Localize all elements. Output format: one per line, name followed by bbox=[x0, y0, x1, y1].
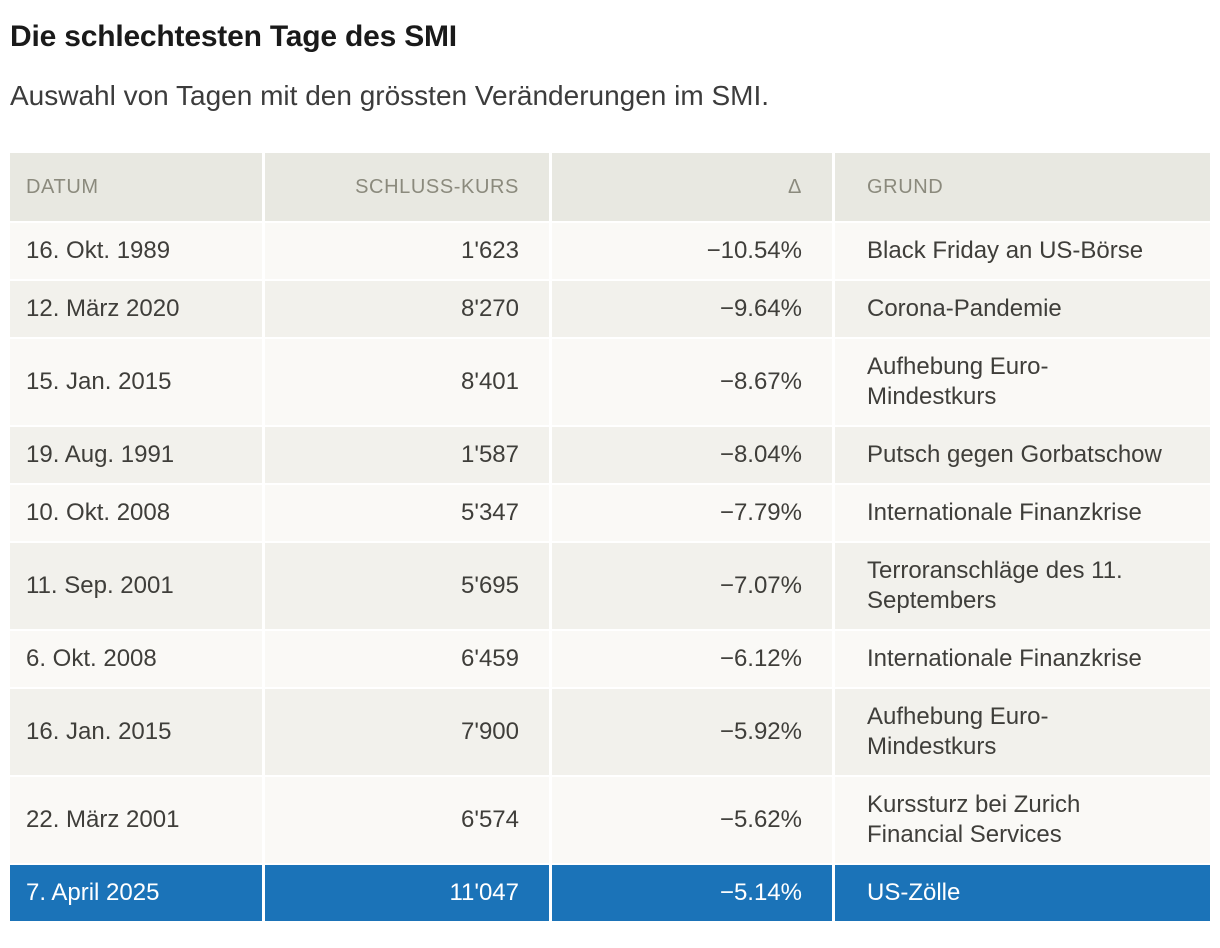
column-header-schlusskurs: SCHLUSS-KURS bbox=[265, 153, 549, 221]
table-row: 10. Okt. 2008 5'347 −7.79% International… bbox=[10, 485, 1210, 541]
table-row: 22. März 2001 6'574 −5.62% Kurssturz bei… bbox=[10, 777, 1210, 863]
cell-datum: 16. Okt. 1989 bbox=[10, 223, 262, 279]
table-row: 12. März 2020 8'270 −9.64% Corona-Pandem… bbox=[10, 281, 1210, 337]
smi-worst-days-graphic: Die schlechtesten Tage des SMI Auswahl v… bbox=[0, 18, 1220, 921]
cell-delta: −9.64% bbox=[552, 281, 832, 337]
cell-schlusskurs: 6'459 bbox=[265, 631, 549, 687]
cell-grund: Corona-Pandemie bbox=[835, 281, 1210, 337]
cell-schlusskurs: 1'587 bbox=[265, 427, 549, 483]
column-header-grund: GRUND bbox=[835, 153, 1210, 221]
table-row: 16. Okt. 1989 1'623 −10.54% Black Friday… bbox=[10, 223, 1210, 279]
column-header-datum: DATUM bbox=[10, 153, 262, 221]
cell-datum: 19. Aug. 1991 bbox=[10, 427, 262, 483]
cell-grund: Kurssturz bei Zurich Financial Services bbox=[835, 777, 1210, 863]
cell-delta: −6.12% bbox=[552, 631, 832, 687]
cell-datum: 11. Sep. 2001 bbox=[10, 543, 262, 629]
cell-datum: 12. März 2020 bbox=[10, 281, 262, 337]
cell-schlusskurs: 5'695 bbox=[265, 543, 549, 629]
column-header-delta: Δ bbox=[552, 153, 832, 221]
cell-grund: Terroranschläge des 11. Septembers bbox=[835, 543, 1210, 629]
cell-delta: −5.62% bbox=[552, 777, 832, 863]
cell-delta: −5.92% bbox=[552, 689, 832, 775]
cell-delta: −8.67% bbox=[552, 339, 832, 425]
cell-schlusskurs: 5'347 bbox=[265, 485, 549, 541]
cell-grund: Aufhebung Euro- Mindestkurs bbox=[835, 339, 1210, 425]
cell-grund: Putsch gegen Gorbatschow bbox=[835, 427, 1210, 483]
cell-grund: Internationale Finanzkrise bbox=[835, 485, 1210, 541]
cell-schlusskurs: 1'623 bbox=[265, 223, 549, 279]
cell-datum: 22. März 2001 bbox=[10, 777, 262, 863]
cell-grund: Internationale Finanzkrise bbox=[835, 631, 1210, 687]
cell-grund: US-Zölle bbox=[835, 865, 1210, 921]
cell-schlusskurs: 6'574 bbox=[265, 777, 549, 863]
table-row: 19. Aug. 1991 1'587 −8.04% Putsch gegen … bbox=[10, 427, 1210, 483]
table-row: 11. Sep. 2001 5'695 −7.07% Terroranschlä… bbox=[10, 543, 1210, 629]
cell-delta: −10.54% bbox=[552, 223, 832, 279]
smi-worst-days-table: DATUM SCHLUSS-KURS Δ GRUND 16. Okt. 1989… bbox=[10, 153, 1210, 921]
cell-delta: −7.07% bbox=[552, 543, 832, 629]
page-subtitle: Auswahl von Tagen mit den grössten Verän… bbox=[10, 80, 770, 111]
cell-schlusskurs: 11'047 bbox=[265, 865, 549, 921]
cell-datum: 16. Jan. 2015 bbox=[10, 689, 262, 775]
cell-delta: −7.79% bbox=[552, 485, 832, 541]
cell-datum: 15. Jan. 2015 bbox=[10, 339, 262, 425]
cell-grund: Black Friday an US-Börse bbox=[835, 223, 1210, 279]
cell-datum: 6. Okt. 2008 bbox=[10, 631, 262, 687]
table-header-row: DATUM SCHLUSS-KURS Δ GRUND bbox=[10, 153, 1210, 221]
cell-datum: 10. Okt. 2008 bbox=[10, 485, 262, 541]
cell-datum: 7. April 2025 bbox=[10, 865, 262, 921]
cell-schlusskurs: 8'270 bbox=[265, 281, 549, 337]
table-row: 16. Jan. 2015 7'900 −5.92% Aufhebung Eur… bbox=[10, 689, 1210, 775]
cell-schlusskurs: 7'900 bbox=[265, 689, 549, 775]
table-row: 15. Jan. 2015 8'401 −8.67% Aufhebung Eur… bbox=[10, 339, 1210, 425]
table-body: 16. Okt. 1989 1'623 −10.54% Black Friday… bbox=[10, 223, 1210, 921]
table-row: 6. Okt. 2008 6'459 −6.12% Internationale… bbox=[10, 631, 1210, 687]
cell-grund: Aufhebung Euro- Mindestkurs bbox=[835, 689, 1210, 775]
cell-delta: −5.14% bbox=[552, 865, 832, 921]
cell-schlusskurs: 8'401 bbox=[265, 339, 549, 425]
cell-delta: −8.04% bbox=[552, 427, 832, 483]
table-row: 7. April 2025 11'047 −5.14% US-Zölle bbox=[10, 865, 1210, 921]
page-title: Die schlechtesten Tage des SMI bbox=[10, 20, 457, 53]
